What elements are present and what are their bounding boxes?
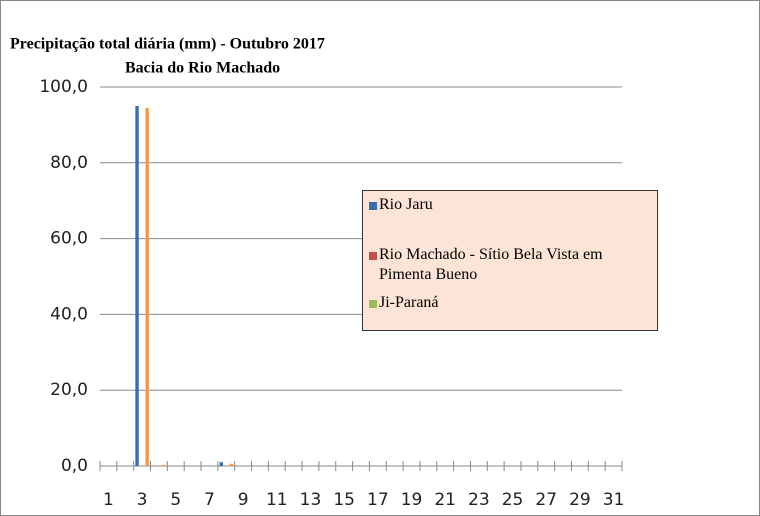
x-tick-label: 25 — [502, 490, 524, 510]
legend: Rio Jaru Rio Machado - Sítio Bela Vista e… — [362, 190, 658, 331]
legend-item: Ji-Paraná — [369, 293, 651, 313]
y-tick-label: 0,0 — [61, 456, 88, 476]
x-tick-label: 17 — [367, 490, 389, 510]
x-tick-label: 31 — [603, 490, 625, 510]
legend-item: Rio Machado - Sítio Bela Vista em Piment… — [369, 245, 651, 285]
y-tick-label: 100,0 — [39, 77, 88, 97]
bar — [135, 105, 139, 466]
x-tick-label: 15 — [333, 490, 355, 510]
bar — [219, 462, 223, 466]
legend-swatch — [369, 202, 377, 210]
x-tick-label: 1 — [103, 490, 114, 510]
bar — [229, 463, 234, 466]
x-tick-label: 21 — [434, 490, 456, 510]
chart-subtitle: Bacia do Rio Machado — [125, 60, 280, 77]
x-tick-label: 19 — [401, 490, 423, 510]
legend-item: Rio Jaru — [369, 195, 651, 215]
x-tick-label: 13 — [300, 490, 322, 510]
x-tick-label: 29 — [569, 490, 591, 510]
x-tick-label: 7 — [204, 490, 215, 510]
bar — [162, 464, 166, 466]
y-tick-label: 40,0 — [50, 304, 88, 324]
bar — [145, 107, 149, 466]
legend-label: Ji-Paraná — [379, 294, 439, 311]
x-tick-label: 9 — [238, 490, 249, 510]
legend-label: Rio Jaru — [379, 196, 433, 213]
chart-title: Precipitação total diária (mm) - Outubro… — [10, 36, 325, 53]
legend-label: Rio Machado - Sítio Bela Vista em Piment… — [379, 246, 603, 283]
x-tick-label: 27 — [535, 490, 557, 510]
x-tick-label: 23 — [468, 490, 490, 510]
y-tick-label: 60,0 — [50, 229, 88, 249]
legend-swatch — [369, 252, 377, 260]
x-tick-label: 11 — [266, 490, 288, 510]
legend-swatch — [369, 300, 377, 308]
x-tick-label: 5 — [170, 490, 181, 510]
y-tick-label: 20,0 — [50, 380, 88, 400]
x-tick-label: 3 — [137, 490, 148, 510]
y-tick-label: 80,0 — [50, 153, 88, 173]
